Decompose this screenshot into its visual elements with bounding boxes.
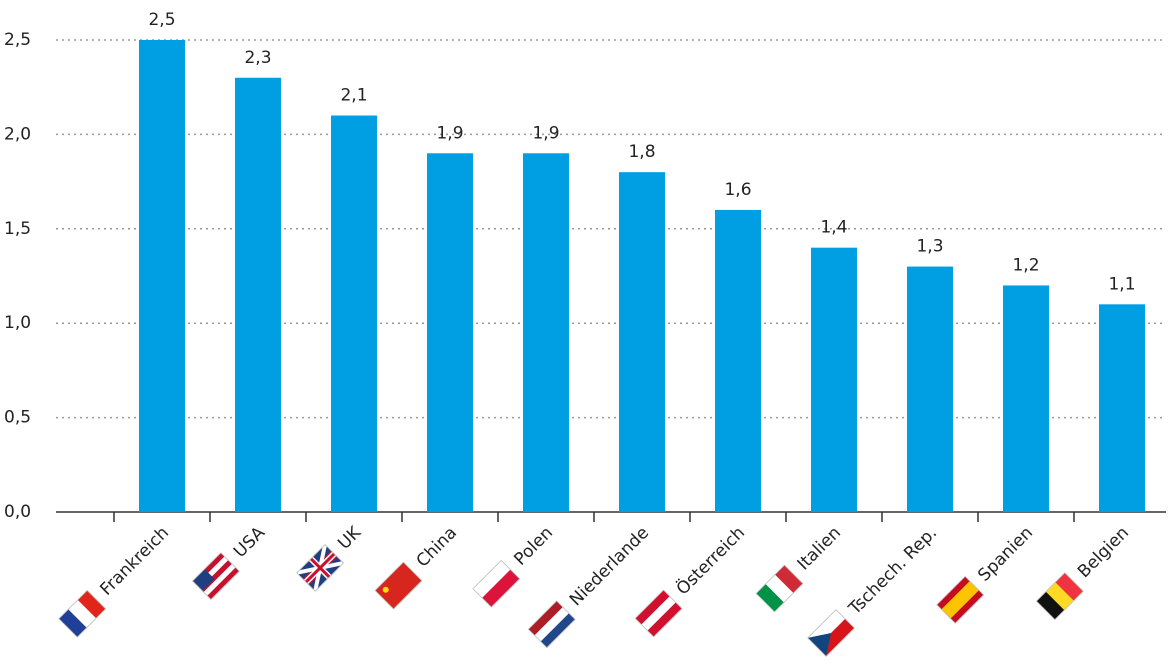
- flag: [58, 589, 107, 638]
- flag-stripe: [641, 596, 676, 631]
- flag-stripe: [540, 613, 576, 648]
- flag-border: [807, 609, 855, 657]
- data-label: 1,4: [820, 218, 847, 238]
- x-tick-label: Österreich: [671, 522, 749, 600]
- y-tick-label: 0,5: [4, 408, 31, 428]
- flag-stripe: [765, 574, 794, 603]
- flag-canton: [192, 569, 215, 591]
- flag-stripe: [207, 567, 240, 600]
- flag-triangle: [807, 632, 832, 657]
- flag-border: [58, 589, 107, 638]
- x-tick-label: Italien: [794, 523, 845, 574]
- data-label: 1,9: [436, 123, 463, 143]
- flag-stripe: [774, 564, 804, 594]
- flag-stripe: [375, 562, 422, 610]
- flag: [1035, 572, 1084, 621]
- flag-stripe: [946, 585, 980, 619]
- x-tick-label: Frankreich: [96, 523, 173, 600]
- data-label: 1,9: [532, 123, 559, 143]
- flag-stripe: [1045, 582, 1074, 611]
- flag-stripe: [756, 583, 785, 612]
- flag-stripe: [472, 560, 511, 599]
- flag-stripe: [936, 576, 970, 610]
- flag-border: [936, 575, 985, 624]
- flag-stripe: [950, 590, 984, 624]
- bar: [715, 209, 761, 513]
- flag: [527, 600, 576, 649]
- bar: [811, 247, 857, 512]
- x-tick-label: Tschech. Rep.: [844, 523, 941, 620]
- flag-border: [472, 559, 521, 608]
- x-tick-label: Spanien: [974, 523, 1037, 586]
- x-tick-label: China: [413, 523, 461, 571]
- flag-border: [296, 543, 345, 592]
- bar: [139, 40, 185, 512]
- y-tick-label: 0,0: [4, 502, 31, 522]
- flag-border: [192, 552, 240, 600]
- flag-border: [755, 564, 804, 613]
- bar: [619, 172, 665, 512]
- flag-stripe: [77, 590, 106, 619]
- bar: [1099, 304, 1145, 512]
- bar: [1003, 285, 1049, 512]
- flag-border: [527, 600, 576, 649]
- flag: [936, 575, 985, 624]
- flag-border: [1035, 572, 1084, 621]
- flag-stripe: [68, 599, 97, 628]
- flag: [807, 609, 855, 657]
- flag-border: [634, 589, 683, 638]
- flag-stripe: [1055, 572, 1084, 601]
- flag-stripe: [528, 600, 564, 636]
- y-tick-label: 2,0: [4, 124, 31, 144]
- flag: [634, 589, 683, 638]
- y-tick-label: 1,5: [4, 219, 31, 239]
- data-label: 2,3: [244, 48, 271, 68]
- y-tick-label: 1,0: [4, 313, 31, 333]
- x-tick-label: UK: [334, 522, 365, 553]
- flag-stripe: [635, 590, 670, 625]
- flag: [192, 552, 240, 600]
- flag-stripe: [534, 607, 570, 642]
- flag-cross: [304, 552, 336, 584]
- flag: [374, 561, 423, 610]
- data-label: 1,8: [628, 142, 655, 162]
- bar: [331, 115, 377, 513]
- flag-stripe: [647, 602, 683, 637]
- data-label: 1,3: [916, 237, 943, 257]
- flag-stripe: [482, 569, 520, 608]
- bar: [235, 77, 281, 512]
- data-label: 1,1: [1108, 274, 1135, 294]
- flag-stripe: [1036, 591, 1065, 620]
- y-tick-label: 2,5: [4, 30, 31, 50]
- flag: [472, 559, 521, 608]
- x-tick-label: Belgien: [1074, 523, 1133, 582]
- flag-border: [374, 561, 423, 610]
- flag-star: [382, 586, 389, 593]
- flag: [755, 564, 804, 613]
- data-label: 2,1: [340, 86, 367, 106]
- bar: [523, 153, 569, 512]
- x-tick-label: Polen: [510, 523, 557, 570]
- x-tick-label: Niederlande: [566, 523, 653, 610]
- flag-stripe: [203, 563, 236, 596]
- bar: [907, 266, 953, 512]
- flag: [296, 543, 345, 592]
- data-label: 1,6: [724, 180, 751, 200]
- data-label: 1,2: [1012, 255, 1039, 275]
- flag-stripe: [941, 581, 975, 615]
- flag-stripe: [58, 609, 87, 638]
- x-tick-label: USA: [230, 523, 269, 562]
- bar: [427, 153, 473, 512]
- data-label: 2,5: [148, 10, 175, 30]
